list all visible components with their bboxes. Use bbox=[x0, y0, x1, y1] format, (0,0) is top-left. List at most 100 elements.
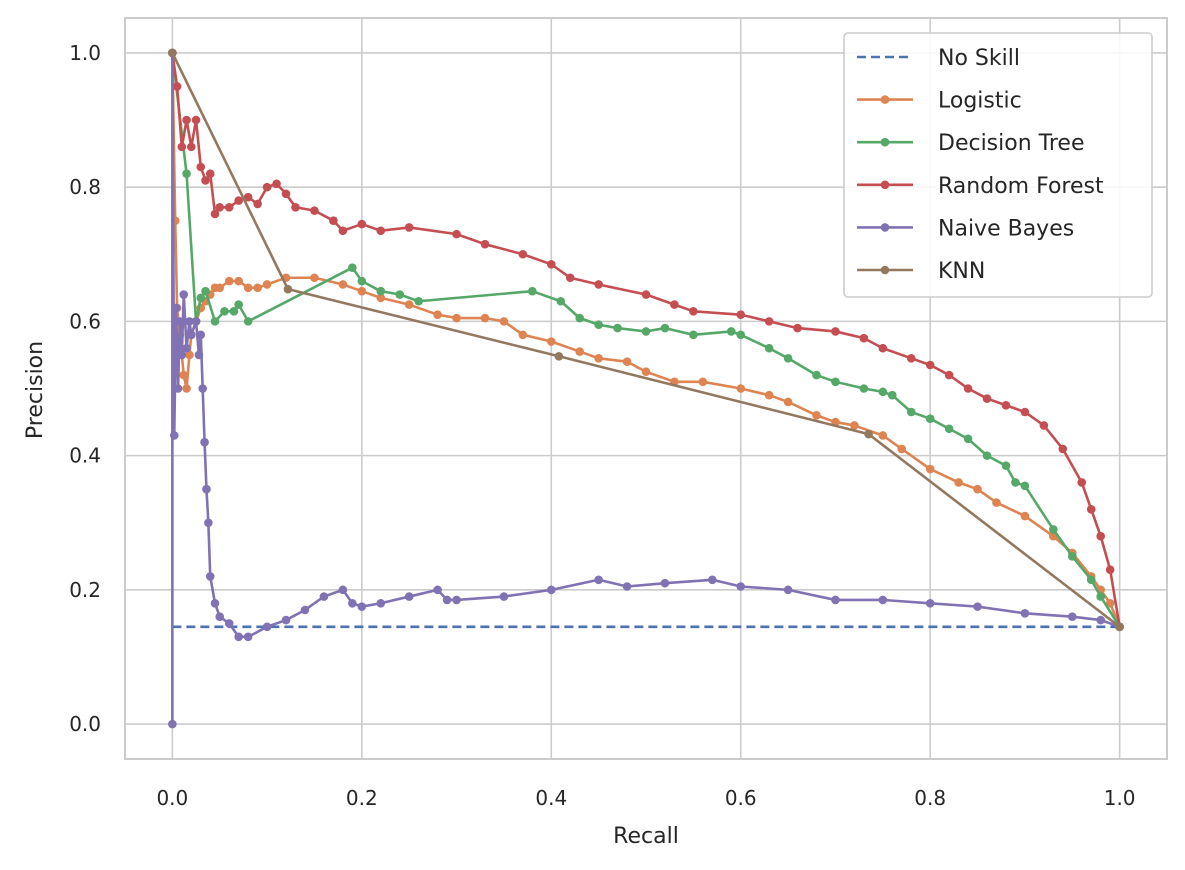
decision-tree-point bbox=[182, 169, 191, 179]
random-forest-point bbox=[736, 310, 746, 319]
decision-tree-point bbox=[1001, 461, 1011, 470]
decision-tree-point bbox=[395, 290, 405, 299]
x-tick-label: 0.4 bbox=[535, 786, 567, 810]
decision-tree-point bbox=[556, 296, 566, 306]
logistic-point bbox=[736, 384, 746, 393]
random-forest-point bbox=[1077, 478, 1087, 487]
random-forest-point bbox=[191, 115, 201, 125]
x-tick-label: 0.8 bbox=[914, 786, 946, 810]
y-tick-label: 0.0 bbox=[69, 712, 101, 736]
random-forest-point bbox=[546, 260, 556, 269]
random-forest-point bbox=[215, 202, 225, 212]
logistic-point bbox=[480, 313, 490, 323]
random-forest-point bbox=[224, 202, 234, 212]
decision-tree-point bbox=[229, 307, 239, 316]
naive-bayes-point bbox=[1020, 609, 1030, 618]
decision-tree-point bbox=[859, 384, 869, 393]
logistic-point bbox=[182, 384, 191, 393]
random-forest-point bbox=[187, 142, 196, 152]
logistic-point bbox=[575, 347, 584, 356]
random-forest-point bbox=[859, 333, 869, 343]
random-forest-point bbox=[565, 273, 575, 283]
decision-tree-point bbox=[906, 407, 916, 417]
random-forest-point bbox=[243, 192, 253, 202]
random-forest-point bbox=[376, 226, 386, 236]
random-forest-point bbox=[944, 370, 954, 380]
legend-marker bbox=[880, 265, 890, 275]
logistic-point bbox=[698, 377, 708, 387]
logistic-point bbox=[764, 390, 774, 400]
logistic-point bbox=[812, 411, 821, 420]
legend-box bbox=[843, 32, 1153, 298]
random-forest-point bbox=[262, 182, 272, 192]
naive-bayes-point bbox=[708, 575, 717, 585]
logistic-point bbox=[594, 353, 603, 363]
knn-point bbox=[554, 351, 564, 361]
logistic-point bbox=[954, 478, 963, 487]
logistic-point bbox=[925, 464, 935, 474]
logistic-point bbox=[262, 280, 272, 289]
random-forest-point bbox=[764, 317, 774, 326]
naive-bayes-point bbox=[175, 317, 185, 326]
decision-tree-point bbox=[736, 330, 746, 340]
y-axis-label: Precision bbox=[23, 341, 48, 439]
legend-entry-knn: KNN bbox=[857, 259, 985, 284]
random-forest-point bbox=[1001, 400, 1011, 410]
naive-bayes-point bbox=[168, 719, 177, 729]
naive-bayes-point bbox=[187, 330, 196, 340]
naive-bayes-point bbox=[831, 595, 840, 605]
random-forest-point bbox=[1096, 531, 1105, 541]
legend-marker bbox=[880, 137, 890, 147]
decision-tree-point bbox=[1011, 478, 1020, 487]
decision-tree-point bbox=[220, 307, 229, 316]
random-forest-point bbox=[594, 280, 603, 289]
logistic-point bbox=[783, 397, 793, 407]
naive-bayes-point bbox=[433, 585, 442, 595]
logistic-point bbox=[185, 350, 194, 360]
y-tick-label: 0.2 bbox=[69, 578, 101, 602]
legend: No Skill Logistic Decision Tree Random Fore… bbox=[843, 32, 1153, 298]
plot-frame bbox=[124, 17, 1168, 760]
random-forest-point bbox=[329, 216, 338, 226]
naive-bayes-point bbox=[185, 317, 194, 326]
random-forest-point bbox=[404, 223, 414, 232]
knn-point bbox=[168, 48, 177, 58]
random-forest-point bbox=[793, 323, 802, 333]
random-forest-point bbox=[196, 162, 206, 172]
legend-label: Naive Bayes bbox=[938, 216, 1074, 241]
naive-bayes-point bbox=[173, 384, 183, 393]
logistic-point bbox=[452, 313, 461, 323]
x-tick-label: 0.2 bbox=[346, 786, 378, 810]
decision-tree-point bbox=[594, 320, 603, 330]
random-forest-point bbox=[963, 384, 973, 393]
random-forest-point bbox=[272, 179, 281, 189]
legend-label: Decision Tree bbox=[938, 131, 1085, 156]
decision-tree-point bbox=[641, 327, 651, 336]
legend-marker bbox=[880, 180, 890, 190]
series-layer bbox=[168, 48, 1124, 729]
logistic-point bbox=[518, 330, 528, 340]
naive-bayes-point bbox=[179, 290, 189, 299]
random-forest-point bbox=[1039, 421, 1049, 430]
naive-bayes-point bbox=[281, 615, 291, 625]
random-forest-point bbox=[906, 353, 916, 363]
legend-label: Logistic bbox=[938, 89, 1022, 114]
legend-entry-no-skill: No Skill bbox=[857, 46, 1020, 71]
decision-tree-point bbox=[1049, 525, 1058, 534]
logistic-point bbox=[404, 300, 414, 309]
logistic-point bbox=[546, 337, 556, 346]
naive-bayes-point bbox=[452, 595, 461, 605]
decision-tree-point bbox=[528, 286, 537, 296]
naive-bayes-point bbox=[594, 575, 603, 585]
naive-bayes-point bbox=[376, 598, 386, 608]
random-forest-point bbox=[480, 239, 490, 249]
decision-tree-point bbox=[689, 330, 698, 340]
logistic-point bbox=[338, 280, 348, 289]
logistic-point bbox=[1105, 598, 1115, 608]
random-forest-point bbox=[357, 219, 367, 229]
random-forest-point bbox=[201, 176, 210, 185]
logistic-point bbox=[215, 283, 225, 293]
decision-tree-point bbox=[783, 353, 793, 363]
legend-entry-naive-bayes: Naive Bayes bbox=[857, 216, 1074, 241]
naive-bayes-point bbox=[177, 350, 187, 360]
